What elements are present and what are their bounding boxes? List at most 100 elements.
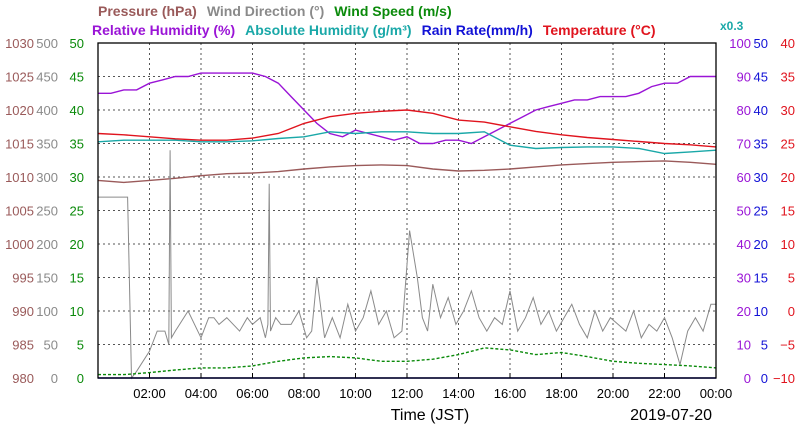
y-tick-label-right: 70 (737, 137, 751, 152)
y-tick-label-left: 400 (36, 103, 58, 118)
y-tick-label-left: 30 (70, 170, 84, 185)
y-tick-label-left: 50 (44, 338, 58, 353)
legend-entry: Wind Speed (m/s) (334, 3, 451, 19)
y-tick-label-right: 10 (754, 304, 768, 319)
y-tick-label-right: −5 (780, 338, 795, 353)
y-tick-label-left: 1025 (5, 70, 34, 85)
y-tick-label-left: 50 (70, 36, 84, 51)
y-tick-label-left: 995 (12, 271, 34, 286)
x-tick-label: 10:00 (339, 386, 372, 401)
y-tick-label-left: 1015 (5, 137, 34, 152)
y-tick-label-right: 0 (744, 371, 751, 386)
date-label: 2019-07-20 (630, 407, 712, 424)
series-line (98, 347, 717, 376)
y-tick-label-right: 5 (788, 271, 795, 286)
y-tick-label-left: 250 (36, 204, 58, 219)
y-tick-label-left: 10 (70, 304, 84, 319)
y-tick-label-left: 990 (12, 304, 34, 319)
y-tick-label-left: 45 (70, 70, 84, 85)
y-tick-label-right: 30 (754, 170, 768, 185)
y-tick-label-right: 25 (781, 137, 795, 152)
y-tick-label-right: 15 (754, 271, 768, 286)
y-tick-label-right: 0 (761, 371, 768, 386)
y-tick-label-right: 0 (788, 304, 795, 319)
legend-entry: Wind Direction (°) (207, 3, 324, 19)
y-tick-label-right: 25 (754, 204, 768, 219)
y-tick-label-right: 30 (781, 103, 795, 118)
y-tick-label-left: 0 (77, 371, 84, 386)
y-tick-label-right: 80 (737, 103, 751, 118)
x-tick-label: 00:00 (700, 386, 733, 401)
y-tick-label-right: 35 (754, 137, 768, 152)
series-line (98, 72, 716, 145)
x-axis-ticks: 02:00 04:00 06:00 08:00 10:00 12:00 14:00 16:00… (133, 373, 732, 401)
y-tick-label-right: 10 (737, 338, 751, 353)
abs-humidity-scale-note: x0.3 (720, 19, 744, 33)
series-line (98, 150, 716, 380)
x-axis-label: Time (JST) (391, 407, 470, 424)
y-tick-label-left: 500 (36, 36, 58, 51)
y-tick-label-right: 30 (737, 271, 751, 286)
y-axis-ticks: 9809859909951000100510101015102010251030… (5, 36, 795, 386)
y-tick-label-left: 0 (51, 371, 58, 386)
legend-entry: Absolute Humidity (g/m³) (245, 22, 411, 38)
y-tick-label-left: 1020 (5, 103, 34, 118)
y-tick-label-right: 50 (737, 204, 751, 219)
y-tick-label-left: 450 (36, 70, 58, 85)
y-tick-label-left: 35 (70, 137, 84, 152)
y-tick-label-right: −10 (773, 371, 795, 386)
y-tick-label-left: 1010 (5, 170, 34, 185)
y-tick-label-left: 1030 (5, 36, 34, 51)
y-tick-label-right: 15 (781, 204, 795, 219)
y-tick-label-right: 100 (729, 36, 751, 51)
legend-entry: Rain Rate(mm/h) (422, 22, 533, 38)
y-tick-label-right: 40 (737, 237, 751, 252)
series-line (97, 109, 717, 148)
x-tick-label: 20:00 (597, 386, 630, 401)
y-tick-label-left: 150 (36, 271, 58, 286)
legend-entry: Temperature (°C) (543, 22, 656, 38)
y-tick-label-left: 20 (70, 237, 84, 252)
x-tick-label: 04:00 (185, 386, 218, 401)
series-line (97, 131, 717, 155)
y-tick-label-right: 20 (781, 170, 795, 185)
y-tick-label-right: 20 (754, 237, 768, 252)
y-tick-label-right: 20 (737, 304, 751, 319)
y-tick-label-left: 100 (36, 304, 58, 319)
x-tick-label: 14:00 (442, 386, 475, 401)
grid (98, 43, 716, 378)
legend: Pressure (hPa) Wind Direction (°) Wind Spe… (92, 3, 744, 38)
x-tick-label: 22:00 (648, 386, 681, 401)
y-tick-label-left: 40 (70, 103, 84, 118)
y-tick-label-right: 45 (754, 70, 768, 85)
y-tick-label-right: 60 (737, 170, 751, 185)
y-tick-label-left: 15 (70, 271, 84, 286)
y-tick-label-left: 300 (36, 170, 58, 185)
x-tick-label: 06:00 (236, 386, 269, 401)
y-tick-label-left: 1000 (5, 237, 34, 252)
x-tick-label: 08:00 (288, 386, 321, 401)
y-tick-label-right: 50 (754, 36, 768, 51)
x-tick-label: 12:00 (391, 386, 424, 401)
y-tick-label-right: 90 (737, 70, 751, 85)
x-tick-label: 16:00 (494, 386, 527, 401)
x-tick-label: 02:00 (133, 386, 166, 401)
y-tick-label-right: 35 (781, 70, 795, 85)
y-tick-label-right: 10 (781, 237, 795, 252)
y-tick-label-left: 985 (12, 338, 34, 353)
y-tick-label-left: 1005 (5, 204, 34, 219)
series-line (97, 160, 717, 184)
y-tick-label-left: 200 (36, 237, 58, 252)
y-tick-label-left: 350 (36, 137, 58, 152)
legend-entry: Pressure (hPa) (98, 3, 197, 19)
y-tick-label-left: 980 (12, 371, 34, 386)
legend-entry: Relative Humidity (%) (92, 22, 235, 38)
y-tick-label-left: 5 (77, 338, 84, 353)
y-tick-label-right: 40 (754, 103, 768, 118)
y-tick-label-right: 5 (761, 338, 768, 353)
x-tick-label: 18:00 (545, 386, 578, 401)
y-tick-label-right: 40 (781, 36, 795, 51)
y-tick-label-left: 25 (70, 204, 84, 219)
